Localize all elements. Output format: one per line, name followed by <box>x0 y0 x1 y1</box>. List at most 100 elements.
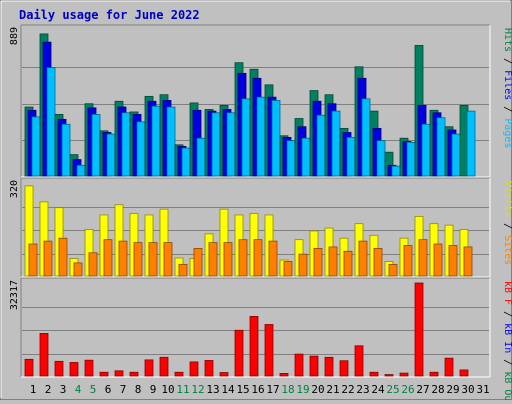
bar-sites-day-10 <box>163 242 173 277</box>
x-tick-label-day-1: 1 <box>30 383 37 396</box>
bar-sites-day-2 <box>43 240 53 277</box>
panel-1-legend: Hits / Files / Pages <box>502 28 512 148</box>
legend-entry: Sites <box>502 235 512 265</box>
legend-entry: kB In <box>502 323 512 353</box>
bar-kb-f-day-5 <box>84 359 94 377</box>
bar-pages-day-7 <box>121 112 131 177</box>
bar-kb-f-day-22 <box>339 360 349 377</box>
bar-kb-f-day-17 <box>264 324 274 377</box>
x-tick-label-day-21: 21 <box>326 383 339 396</box>
bar-sites-day-4 <box>73 262 83 277</box>
bar-sites-day-27 <box>418 239 428 277</box>
bar-pages-day-14 <box>226 112 236 177</box>
bar-kb-f-day-29 <box>444 357 454 377</box>
bar-kb-f-day-30 <box>459 369 469 377</box>
bar-kb-f-day-4 <box>69 362 79 377</box>
bar-sites-day-14 <box>223 242 233 277</box>
legend-entry: / <box>502 52 512 70</box>
bar-sites-day-23 <box>358 240 368 277</box>
panel-3-legend: kB F / kB In / kB Out <box>502 281 512 400</box>
bar-kb-f-day-28 <box>429 371 439 377</box>
bar-kb-f-day-15 <box>234 329 244 377</box>
bar-sites-day-15 <box>238 239 248 277</box>
bar-pages-day-13 <box>211 112 221 177</box>
x-tick-label-day-3: 3 <box>60 383 67 396</box>
bar-sites-day-21 <box>328 246 338 277</box>
legend-entry: / <box>502 353 512 371</box>
bar-sites-day-22 <box>343 250 353 277</box>
x-tick-label-day-27: 27 <box>416 383 429 396</box>
bar-sites-day-3 <box>58 237 68 277</box>
bar-kb-f-day-14 <box>219 372 229 377</box>
x-tick-label-day-25: 25 <box>386 383 399 396</box>
bar-kb-f-day-11 <box>174 371 184 377</box>
bar-kb-f-day-19 <box>294 353 304 377</box>
bar-kb-f-day-10 <box>159 356 169 377</box>
panel-2-max-label: 320 <box>9 180 20 198</box>
bar-kb-f-day-1 <box>24 358 34 377</box>
bar-sites-day-8 <box>133 242 143 277</box>
bar-kb-f-day-27 <box>414 282 424 377</box>
bar-sites-day-18 <box>283 261 293 277</box>
bar-sites-day-7 <box>118 240 128 277</box>
bar-sites-day-5 <box>88 252 98 277</box>
x-tick-label-day-29: 29 <box>446 383 459 396</box>
x-tick-label-day-17: 17 <box>266 383 279 396</box>
bar-pages-day-27 <box>421 123 431 177</box>
bar-kb-f-day-23 <box>354 345 364 377</box>
chart-title: Daily usage for June 2022 <box>19 8 200 22</box>
bar-sites-day-17 <box>268 240 278 277</box>
bar-pages-day-18 <box>286 140 296 177</box>
bar-sites-day-29 <box>448 245 458 277</box>
bar-sites-day-28 <box>433 243 443 277</box>
legend-entry: kB Out <box>502 371 512 400</box>
bar-sites-day-16 <box>253 239 263 277</box>
bar-kb-f-day-12 <box>189 361 199 377</box>
bar-sites-day-6 <box>103 239 113 277</box>
x-tick-label-day-5: 5 <box>90 383 97 396</box>
x-tick-label-day-30: 30 <box>461 383 474 396</box>
bar-kb-f-day-8 <box>129 371 139 377</box>
bar-kb-f-day-25 <box>384 374 394 377</box>
bar-kb-f-day-13 <box>204 360 214 377</box>
bar-pages-day-16 <box>256 96 266 177</box>
bar-pages-day-23 <box>361 98 371 177</box>
x-tick-label-day-23: 23 <box>356 383 369 396</box>
bar-pages-day-4 <box>76 164 86 177</box>
panel-2-legend: Visits / Sites <box>502 181 512 265</box>
bar-kb-f-day-2 <box>39 333 49 377</box>
bar-sites-day-1 <box>28 243 38 277</box>
legend-entry: Files <box>502 70 512 100</box>
bar-sites-day-12 <box>193 247 203 277</box>
bar-pages-day-6 <box>106 133 116 177</box>
bar-kb-f-day-6 <box>99 371 109 377</box>
bar-pages-day-8 <box>136 121 146 177</box>
x-tick-label-day-26: 26 <box>401 383 414 396</box>
bar-pages-day-12 <box>196 137 206 177</box>
x-tick-label-day-18: 18 <box>281 383 294 396</box>
bar-pages-day-2 <box>46 67 56 177</box>
bar-pages-day-25 <box>391 165 401 177</box>
bar-pages-day-19 <box>301 137 311 177</box>
bar-sites-day-11 <box>178 263 188 277</box>
x-tick-label-day-4: 4 <box>75 383 82 396</box>
bar-pages-day-11 <box>181 147 191 177</box>
x-tick-label-day-13: 13 <box>206 383 219 396</box>
bar-pages-day-29 <box>451 133 461 177</box>
bar-pages-day-30 <box>466 110 476 177</box>
bar-pages-day-15 <box>241 98 251 177</box>
bar-kb-f-day-18 <box>279 373 289 377</box>
bar-pages-day-20 <box>316 114 326 177</box>
bar-pages-day-17 <box>271 100 281 177</box>
bar-sites-day-25 <box>388 263 398 277</box>
bar-pages-day-28 <box>436 117 446 177</box>
x-tick-label-day-28: 28 <box>431 383 444 396</box>
x-tick-label-day-22: 22 <box>341 383 354 396</box>
bar-pages-day-9 <box>151 105 161 177</box>
bar-sites-day-20 <box>313 247 323 277</box>
x-tick-label-day-31: 31 <box>476 383 489 396</box>
panel-3-max-label: 32317 <box>9 280 20 310</box>
bar-pages-day-26 <box>406 141 416 177</box>
